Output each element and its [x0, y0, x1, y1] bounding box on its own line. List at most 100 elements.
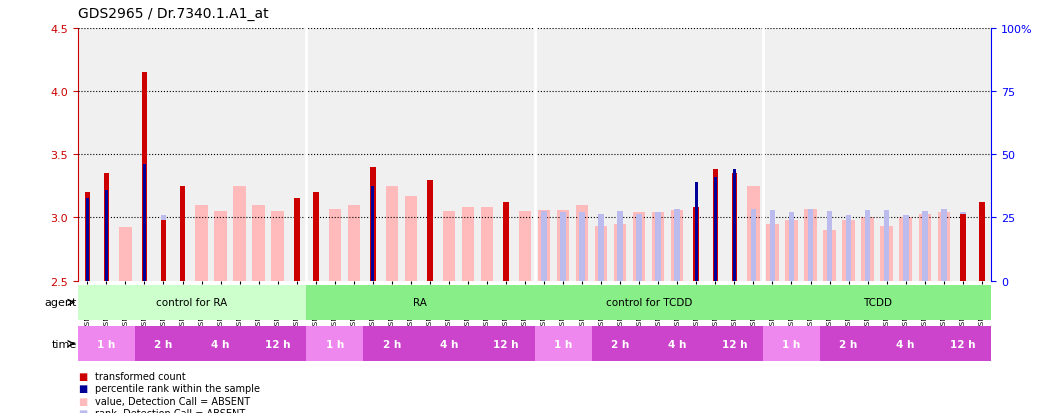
Text: TCDD: TCDD [863, 297, 892, 308]
Bar [592, 326, 649, 361]
Bar [386, 186, 398, 281]
Text: 2 h: 2 h [840, 339, 857, 349]
Bar [826, 211, 832, 281]
Text: 4 h: 4 h [668, 339, 686, 349]
Bar [462, 208, 474, 281]
Bar [903, 215, 908, 281]
Bar [86, 199, 89, 281]
Bar [481, 208, 493, 281]
Bar [633, 213, 646, 281]
Bar [78, 285, 306, 320]
Bar [294, 199, 300, 281]
Text: ■: ■ [78, 371, 87, 381]
Bar [427, 209, 433, 281]
Text: time: time [52, 339, 77, 349]
Bar [922, 211, 928, 281]
Bar [443, 211, 455, 281]
Bar [732, 174, 737, 281]
Bar [979, 211, 985, 281]
Text: RA: RA [413, 297, 428, 308]
Text: ■: ■ [78, 396, 87, 406]
Bar [78, 326, 135, 361]
Bar [979, 203, 985, 281]
Bar [195, 205, 208, 281]
Bar [576, 205, 589, 281]
Text: GDS2965 / Dr.7340.1.A1_at: GDS2965 / Dr.7340.1.A1_at [78, 7, 269, 21]
Bar [306, 326, 363, 361]
Text: 1 h: 1 h [554, 339, 572, 349]
Text: ■: ■ [78, 383, 87, 393]
Bar [598, 214, 604, 281]
Bar [652, 213, 664, 281]
Bar [272, 211, 283, 281]
Bar [119, 228, 132, 281]
Bar [636, 214, 643, 281]
Bar [865, 210, 871, 281]
Bar [919, 214, 931, 281]
Bar [249, 326, 306, 361]
Bar [84, 192, 90, 281]
Bar [538, 210, 550, 281]
Bar [329, 209, 340, 281]
Bar [808, 209, 814, 281]
Bar [535, 326, 592, 361]
Text: 1 h: 1 h [98, 339, 115, 349]
Text: 12 h: 12 h [493, 339, 519, 349]
Bar [960, 214, 965, 281]
Bar [750, 209, 757, 281]
Bar [693, 208, 700, 281]
Bar [747, 186, 760, 281]
Bar [252, 205, 265, 281]
Text: 2 h: 2 h [611, 339, 629, 349]
Bar [105, 190, 108, 281]
Text: ■: ■ [78, 408, 87, 413]
Bar [714, 178, 717, 281]
Text: 2 h: 2 h [155, 339, 172, 349]
Text: value, Detection Call = ABSENT: value, Detection Call = ABSENT [95, 396, 250, 406]
Bar [804, 209, 817, 281]
Bar [733, 170, 736, 281]
Bar [595, 227, 607, 281]
Bar [655, 213, 661, 281]
Bar [618, 211, 623, 281]
Bar [579, 213, 585, 281]
Bar [557, 210, 569, 281]
Text: 12 h: 12 h [265, 339, 291, 349]
Text: 1 h: 1 h [783, 339, 800, 349]
Bar [306, 285, 535, 320]
Bar [503, 203, 509, 281]
Bar [192, 326, 249, 361]
Bar [706, 326, 763, 361]
Bar [503, 213, 509, 281]
Bar [561, 213, 566, 281]
Bar [143, 165, 146, 281]
Bar [694, 183, 698, 281]
Bar [135, 326, 192, 361]
Text: 12 h: 12 h [721, 339, 747, 349]
Bar [535, 285, 763, 320]
Text: transformed count: transformed count [95, 371, 186, 381]
Bar [672, 210, 683, 281]
Bar [180, 186, 186, 281]
Text: control for TCDD: control for TCDD [605, 297, 692, 308]
Bar [427, 180, 433, 281]
Bar [877, 326, 934, 361]
Bar [215, 211, 226, 281]
Bar [161, 215, 166, 281]
Bar [786, 221, 797, 281]
Bar [862, 218, 874, 281]
Bar [940, 209, 947, 281]
Bar [880, 227, 893, 281]
Bar [712, 170, 718, 281]
Bar [405, 197, 417, 281]
Text: rank, Detection Call = ABSENT: rank, Detection Call = ABSENT [95, 408, 246, 413]
Bar [789, 213, 794, 281]
Bar [294, 211, 300, 281]
Bar [161, 221, 166, 281]
Bar [649, 326, 706, 361]
Bar [763, 326, 820, 361]
Bar [883, 210, 890, 281]
Bar [348, 205, 360, 281]
Text: agent: agent [45, 297, 77, 308]
Bar [614, 224, 626, 281]
